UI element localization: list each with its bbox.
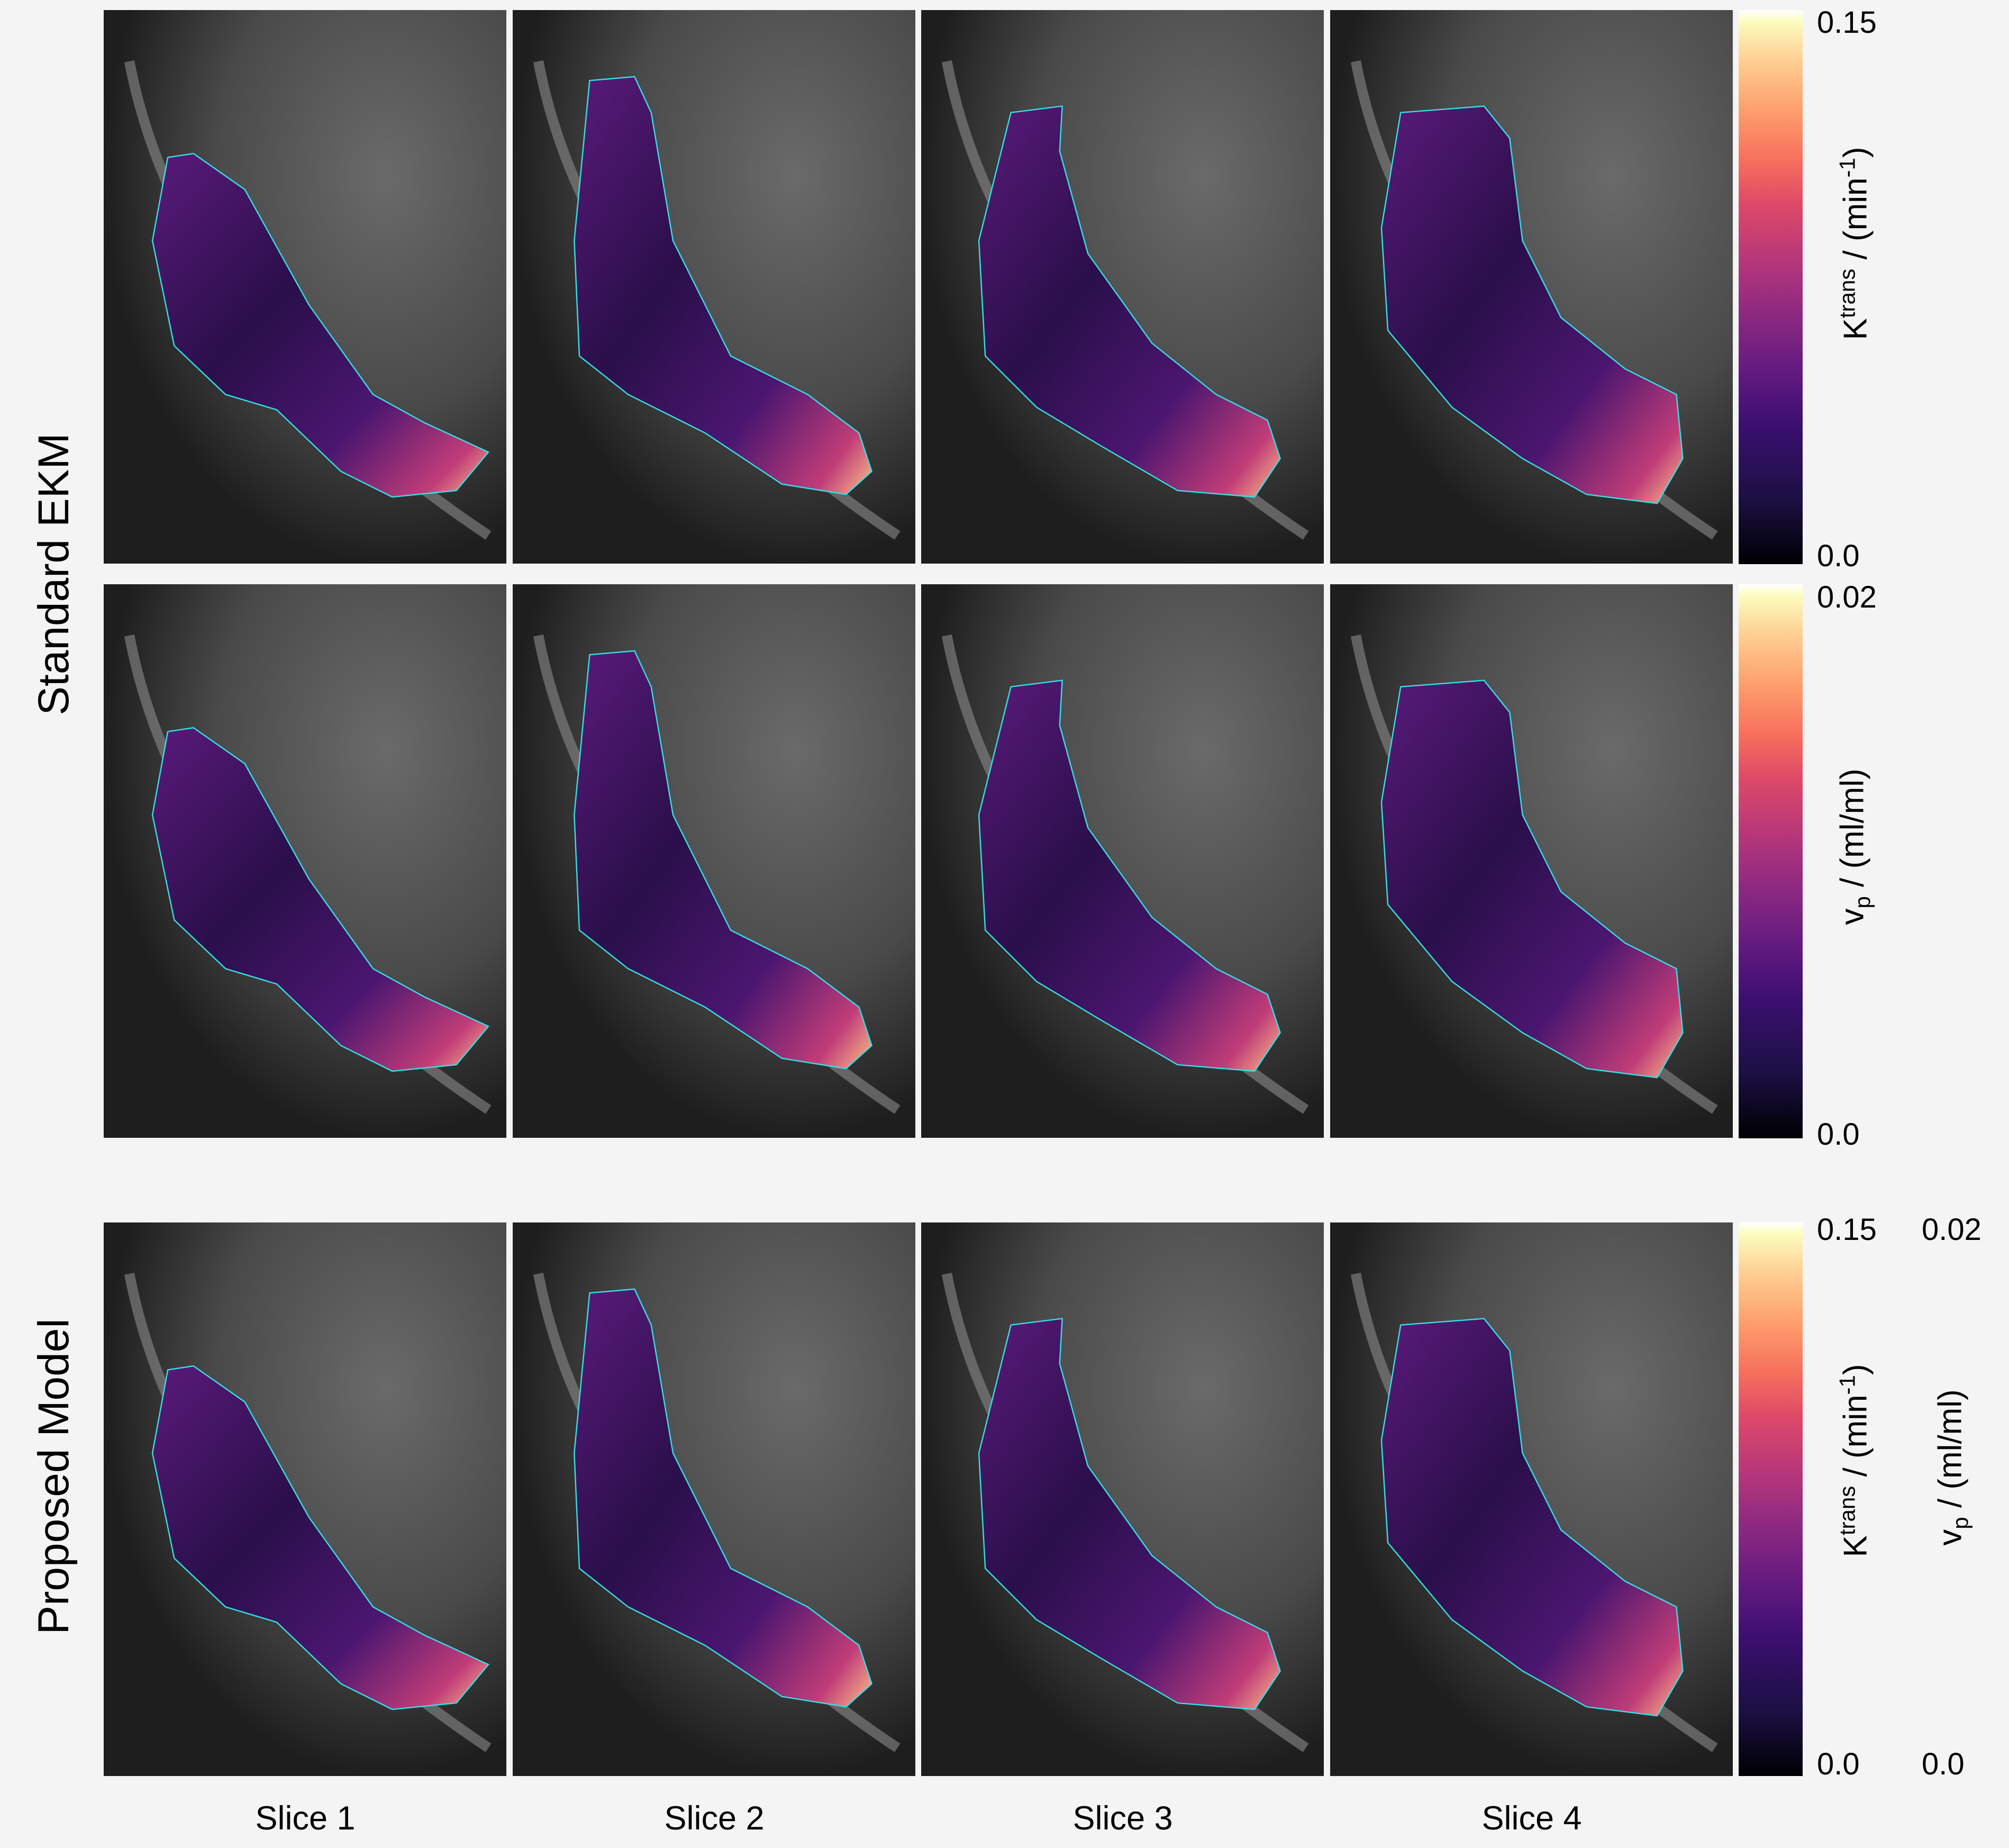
row-label-proposed-model: Proposed Model [30,1318,78,1635]
tissue-overlay [1380,680,1684,1079]
ktrans-max-tick-2: 0.15 [1817,1212,1877,1247]
shared-colorbar [1739,1222,1803,1776]
vp-min-tick: 0.0 [1817,1117,1860,1152]
vp-min-tick-2: 0.0 [1922,1747,1965,1781]
ktrans-colorbar-label-2: Ktrans / (min-1) [1834,1364,1874,1557]
ktrans-min-tick-2: 0.0 [1817,1747,1860,1781]
map-panel-row3-slice4 [1330,1222,1733,1776]
vp-colorbar-label-2: vp / (ml/ml) [1932,1389,1973,1546]
column-label-slice-1: Slice 1 [255,1800,356,1837]
vp-colorbar [1739,584,1803,1138]
ktrans-min-tick: 0.0 [1817,539,1860,573]
map-panel-row2-slice4 [1330,584,1733,1138]
vp-colorbar-label: vp / (ml/ml) [1834,768,1875,925]
row-label-standard-ekm: Standard EKM [30,433,78,715]
tissue-overlay [151,152,490,498]
tissue-overlay [574,650,872,1070]
column-label-slice-2: Slice 2 [664,1800,765,1837]
map-panel-row2-slice3 [921,584,1324,1138]
vp-max-tick-2: 0.02 [1922,1212,1981,1247]
map-panel-row1-slice1 [104,10,506,564]
map-panel-row1-slice4 [1330,10,1733,564]
tissue-overlay [978,680,1281,1072]
map-panel-row3-slice1 [104,1222,506,1776]
vp-max-tick: 0.02 [1817,580,1877,614]
map-panel-row1-slice3 [921,10,1324,564]
map-panel-row2-slice1 [104,584,506,1138]
ktrans-colorbar [1739,10,1803,564]
tissue-overlay [978,1318,1281,1710]
tissue-overlay [574,76,872,495]
map-panel-row3-slice3 [921,1222,1324,1776]
ktrans-colorbar-label: Ktrans / (min-1) [1834,147,1874,340]
tissue-overlay [1380,105,1684,504]
ktrans-max-tick: 0.15 [1817,5,1877,40]
tissue-overlay [978,105,1281,498]
column-label-slice-4: Slice 4 [1481,1800,1582,1837]
tissue-overlay [151,727,490,1072]
map-panel-row2-slice2 [513,584,915,1138]
tissue-overlay [151,1365,490,1710]
tissue-overlay [574,1288,872,1708]
column-label-slice-3: Slice 3 [1072,1800,1173,1837]
map-panel-row1-slice2 [513,10,915,564]
map-panel-row3-slice2 [513,1222,915,1776]
tissue-overlay [1380,1318,1684,1717]
